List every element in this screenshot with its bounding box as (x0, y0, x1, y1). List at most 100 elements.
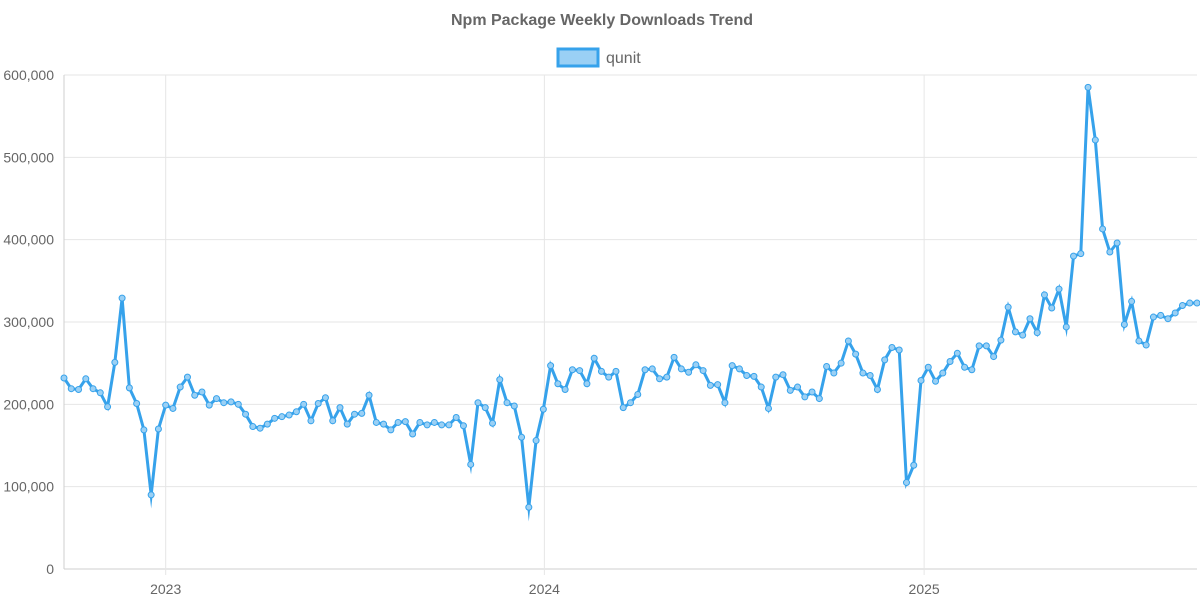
data-point[interactable] (801, 393, 809, 401)
data-point[interactable] (932, 377, 940, 385)
data-point[interactable] (982, 342, 990, 350)
data-point[interactable] (467, 460, 475, 468)
data-point[interactable] (481, 404, 489, 412)
data-point[interactable] (1135, 337, 1143, 345)
data-point[interactable] (743, 372, 751, 380)
data-point[interactable] (656, 375, 664, 383)
data-point[interactable] (198, 388, 206, 396)
data-point[interactable] (808, 388, 816, 396)
data-point[interactable] (285, 411, 293, 419)
data-point[interactable] (902, 479, 910, 487)
data-point[interactable] (191, 391, 199, 399)
data-point[interactable] (815, 395, 823, 403)
data-point[interactable] (1062, 323, 1070, 331)
data-point[interactable] (249, 423, 257, 431)
data-point[interactable] (125, 384, 133, 392)
data-point[interactable] (1084, 83, 1092, 91)
data-point[interactable] (699, 367, 707, 375)
data-point[interactable] (525, 503, 533, 511)
data-point[interactable] (89, 385, 97, 393)
data-point[interactable] (307, 417, 315, 425)
data-point[interactable] (837, 359, 845, 367)
data-point[interactable] (888, 344, 896, 352)
data-point[interactable] (917, 376, 925, 384)
data-point[interactable] (300, 400, 308, 408)
data-point[interactable] (271, 414, 279, 422)
data-point[interactable] (1040, 291, 1048, 299)
data-point[interactable] (627, 399, 634, 407)
data-point[interactable] (445, 421, 453, 429)
data-point[interactable] (735, 365, 743, 373)
data-point[interactable] (503, 399, 511, 407)
data-point[interactable] (786, 386, 794, 394)
data-point[interactable] (205, 401, 213, 409)
data-point[interactable] (539, 405, 547, 413)
data-point[interactable] (648, 365, 656, 373)
data-point[interactable] (60, 374, 68, 382)
data-point[interactable] (162, 401, 170, 409)
data-point[interactable] (147, 491, 155, 499)
data-point[interactable] (321, 394, 329, 402)
data-point[interactable] (438, 421, 446, 429)
data-point[interactable] (169, 404, 177, 412)
data-point[interactable] (605, 373, 613, 381)
data-point[interactable] (685, 368, 693, 376)
data-point[interactable] (997, 336, 1005, 344)
data-point[interactable] (990, 353, 998, 361)
data-point[interactable] (1033, 329, 1041, 337)
data-point[interactable] (314, 400, 322, 408)
data-point[interactable] (910, 461, 918, 469)
data-point[interactable] (750, 372, 758, 380)
data-point[interactable] (619, 404, 627, 412)
data-point[interactable] (634, 390, 642, 398)
data-point[interactable] (859, 369, 867, 377)
data-point[interactable] (1026, 315, 1034, 323)
data-point[interactable] (430, 418, 438, 426)
data-point[interactable] (866, 372, 874, 380)
data-point[interactable] (576, 367, 584, 375)
data-point[interactable] (583, 380, 591, 388)
data-point[interactable] (532, 437, 540, 445)
data-point[interactable] (547, 362, 555, 370)
data-point[interactable] (183, 373, 191, 381)
data-point[interactable] (489, 419, 497, 427)
data-point[interactable] (895, 346, 903, 354)
data-point[interactable] (1077, 250, 1085, 258)
data-point[interactable] (329, 417, 337, 425)
data-point[interactable] (133, 400, 141, 408)
data-point[interactable] (111, 358, 119, 366)
data-point[interactable] (1091, 136, 1099, 144)
data-point[interactable] (409, 430, 417, 438)
data-point[interactable] (873, 386, 881, 394)
data-point[interactable] (953, 349, 961, 357)
data-point[interactable] (176, 383, 184, 391)
data-point[interactable] (1193, 299, 1200, 307)
data-point[interactable] (706, 381, 714, 389)
data-point[interactable] (1019, 331, 1027, 339)
data-point[interactable] (830, 369, 838, 377)
data-point[interactable] (939, 369, 947, 377)
data-point[interactable] (104, 403, 112, 411)
data-point[interactable] (227, 398, 235, 406)
data-point[interactable] (554, 380, 562, 388)
data-point[interactable] (263, 420, 271, 428)
data-point[interactable] (975, 342, 983, 350)
data-point[interactable] (1004, 303, 1012, 311)
data-point[interactable] (714, 381, 722, 389)
data-point[interactable] (213, 395, 221, 403)
data-point[interactable] (365, 391, 373, 399)
data-point[interactable] (772, 373, 780, 381)
data-point[interactable] (961, 363, 969, 371)
data-point[interactable] (474, 399, 482, 407)
data-point[interactable] (590, 354, 598, 362)
data-point[interactable] (1113, 239, 1121, 247)
data-point[interactable] (764, 404, 772, 412)
data-point[interactable] (1120, 320, 1128, 328)
data-point[interactable] (82, 375, 90, 383)
data-point[interactable] (721, 399, 729, 407)
data-point[interactable] (242, 410, 250, 418)
data-point[interactable] (1164, 315, 1172, 323)
data-point[interactable] (1048, 304, 1056, 312)
data-point[interactable] (1157, 311, 1165, 319)
data-point[interactable] (612, 367, 620, 375)
